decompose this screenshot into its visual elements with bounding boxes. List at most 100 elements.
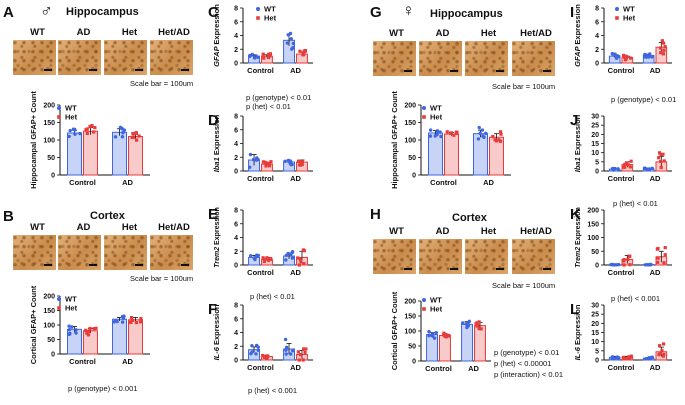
y-tick-label: 200	[404, 299, 416, 306]
y-tick-label: 20	[591, 132, 599, 139]
img-label-het-ad: Het/AD	[520, 28, 552, 39]
y-tick-label: 0	[595, 263, 599, 270]
x-tick-label: Control	[247, 66, 274, 75]
data-point-wt	[290, 256, 295, 260]
data-point-het	[657, 156, 661, 160]
x-tick-label: AD	[290, 66, 301, 75]
data-point-het	[661, 52, 665, 56]
data-point-wt	[67, 134, 71, 139]
stat-b: p (genotype) < 0.001	[68, 384, 138, 393]
panel-letter-f: F	[208, 301, 218, 318]
data-point-wt	[438, 130, 442, 134]
micrograph-het	[465, 239, 508, 274]
data-point-wt	[289, 163, 293, 167]
legend-marker-het	[256, 16, 260, 20]
stat-j: p (het) < 0.01	[613, 199, 658, 208]
data-point-het	[628, 254, 632, 258]
data-point-wt	[642, 166, 647, 170]
bar-wt	[473, 133, 488, 176]
stat-i: p (genotype) < 0.01	[611, 95, 677, 104]
data-point-het	[658, 46, 663, 50]
data-point-wt	[650, 355, 655, 359]
data-point-wt	[484, 131, 488, 136]
chart-a: 0 50 100 150 200 Hippocampal GFAP+ Count Contr…	[29, 91, 150, 189]
y-tick-label: 100	[587, 235, 599, 242]
x-tick-label: Control	[430, 178, 457, 187]
y-tick-label: 150	[43, 308, 55, 315]
img-label-het-ad: Het/AD	[158, 27, 190, 38]
y-tick-label: 10	[591, 150, 599, 157]
bar-wt	[112, 131, 127, 176]
y-tick-label: 6	[234, 221, 238, 228]
data-point-het	[88, 326, 92, 331]
chart-k: 0 50 100 150 200 Trem2 Expression Control AD	[575, 207, 672, 277]
y-tick-label: 0	[412, 173, 416, 180]
data-point-het	[129, 320, 133, 325]
data-point-wt	[113, 135, 118, 139]
legend-label-het: Het	[623, 14, 636, 23]
data-point-het	[303, 350, 307, 354]
data-point-het	[134, 320, 139, 325]
data-point-wt	[647, 167, 652, 171]
data-point-het	[302, 347, 306, 351]
y-tick-label: 0	[234, 358, 238, 365]
img-label-het: Het	[480, 28, 497, 39]
data-point-het	[657, 151, 662, 155]
data-point-wt	[643, 52, 647, 57]
y-tick-label: 8	[234, 208, 238, 215]
data-point-wt	[254, 352, 258, 356]
legend-label-wt: WT	[65, 295, 77, 304]
chart-l: 0 5 10 15 20 25 30 IL-6 Expression Control AD	[573, 303, 672, 372]
data-point-het	[498, 130, 503, 134]
data-point-wt	[647, 356, 651, 360]
y-tick-label: 4	[234, 141, 238, 148]
data-point-het	[94, 326, 98, 330]
measure-name: Expression	[575, 207, 582, 245]
data-point-het	[262, 56, 266, 60]
data-point-wt	[121, 130, 125, 135]
data-point-wt	[284, 345, 289, 350]
y-tick-label: 0	[412, 359, 416, 366]
data-point-het	[661, 152, 665, 156]
scale-note: Scale bar = 100um	[130, 79, 194, 88]
data-point-wt	[289, 352, 293, 356]
y-tick-label: 30	[591, 303, 599, 310]
panel-letter-k: K	[570, 206, 581, 223]
data-point-het	[86, 333, 91, 337]
y-axis-label: Cortical GFAP+ Count	[29, 285, 38, 364]
y-tick-label: 25	[591, 123, 599, 130]
data-point-het	[622, 263, 626, 267]
y-tick-label: 4	[595, 33, 599, 40]
data-point-het	[267, 258, 271, 262]
data-point-het	[628, 165, 632, 169]
data-point-wt	[427, 333, 432, 338]
legend-marker-wt	[422, 106, 426, 110]
male-symbol-icon: ♂	[40, 1, 53, 20]
y-tick-label: 0	[51, 352, 55, 359]
data-point-het	[298, 257, 302, 261]
measure-name: Expression	[573, 4, 582, 45]
data-point-wt	[248, 152, 253, 157]
y-axis-label: Hippocampal GFAP+ Count	[390, 91, 399, 189]
data-point-het	[261, 160, 266, 164]
y-tick-label: 2	[234, 155, 238, 162]
y-tick-label: 15	[591, 330, 599, 337]
y-tick-label: 4	[234, 235, 238, 242]
panel-letter-b: B	[3, 208, 14, 225]
data-point-het	[623, 162, 627, 166]
stat-h-interaction: p (interaction) < 0.01	[494, 370, 563, 379]
data-point-wt	[249, 254, 253, 258]
data-point-wt	[650, 55, 654, 59]
data-point-wt	[465, 325, 469, 330]
legend-marker-het	[422, 115, 426, 119]
legend-label-het: Het	[264, 14, 277, 23]
data-point-wt	[439, 134, 443, 139]
x-tick-label: Control	[247, 363, 274, 372]
gene-name: Iba1	[212, 155, 221, 172]
scale-note: Scale bar = 100um	[492, 82, 556, 91]
data-point-het	[442, 331, 446, 335]
x-tick-label: AD	[650, 66, 661, 75]
img-label-het: Het	[480, 226, 497, 237]
measure-name: Expression	[573, 304, 582, 345]
data-point-wt	[615, 355, 620, 359]
